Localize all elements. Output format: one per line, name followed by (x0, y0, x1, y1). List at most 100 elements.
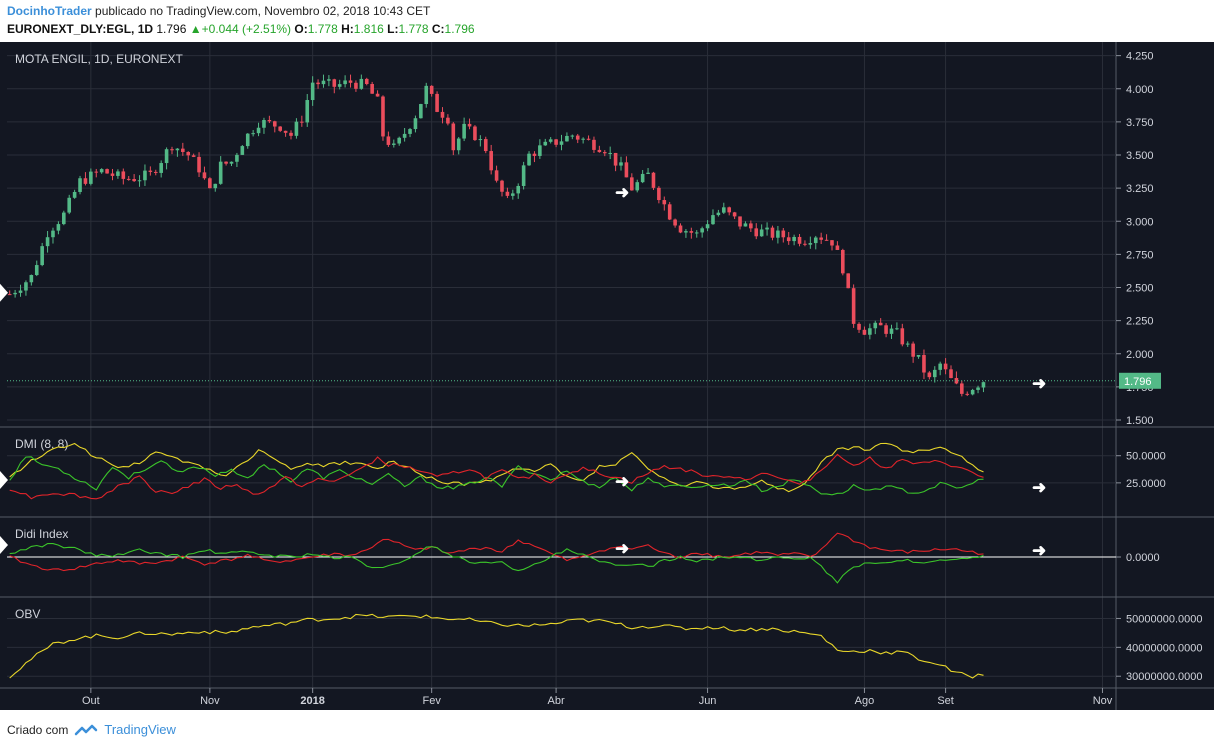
indicator-axis-label: 30000000.0000 (1126, 671, 1202, 683)
candle (927, 372, 932, 378)
candle (754, 228, 759, 237)
candle (884, 325, 888, 334)
candle (137, 180, 142, 182)
price-axis-label: 2.750 (1126, 249, 1154, 261)
candle (116, 171, 120, 176)
author-link[interactable]: DocinhoTrader (7, 4, 92, 18)
last-price-tag (1119, 372, 1161, 389)
candle (765, 227, 769, 230)
candle (175, 148, 180, 151)
candle (721, 207, 726, 213)
candle (197, 156, 201, 173)
candle (565, 135, 569, 142)
candle (716, 212, 721, 216)
candle (938, 363, 942, 370)
price-axis-label: 2.000 (1126, 349, 1154, 361)
candle (153, 171, 158, 173)
candle (581, 138, 585, 140)
indicator-title-2: Didi Index (15, 527, 68, 541)
series-line-0 (9, 442, 984, 493)
indicator-title-1: DMI (8, 8) (15, 437, 68, 451)
candle (900, 328, 905, 345)
candle (413, 118, 418, 130)
candle (597, 149, 602, 153)
candle (916, 355, 921, 357)
candle (34, 265, 39, 276)
candle (245, 133, 250, 147)
candle (348, 80, 353, 83)
created-with-text: Criado com (7, 722, 69, 737)
candle (94, 171, 99, 173)
candle (62, 212, 66, 225)
candle (516, 185, 521, 194)
candle (224, 161, 228, 164)
up-triangle-icon: ▲ (189, 22, 202, 36)
candle (78, 178, 82, 192)
candle (327, 79, 331, 81)
candle (949, 369, 953, 379)
candle (667, 204, 672, 220)
candle (911, 343, 915, 357)
candle (662, 200, 667, 205)
candle (272, 121, 277, 127)
candle (283, 130, 288, 133)
candle (164, 149, 169, 164)
chart-canvas[interactable]: 4.250 4.000 3.750 3.500 3.250 3.000 2.750 2.500… (0, 42, 1214, 714)
candle (364, 78, 369, 84)
price-axis-label: 3.750 (1126, 117, 1154, 129)
candle (965, 393, 970, 395)
arrow-marker-icon: ➜ (615, 472, 629, 491)
candle (83, 178, 88, 184)
candle (895, 328, 899, 330)
series-line-1 (9, 456, 984, 496)
candle (521, 165, 526, 186)
candle (635, 182, 640, 191)
candle (873, 322, 878, 329)
open-label: O: (294, 22, 308, 36)
candle (159, 163, 163, 173)
candle (256, 127, 261, 134)
candle (630, 177, 634, 191)
candle (7, 294, 12, 296)
candle (310, 82, 315, 101)
candle (608, 152, 612, 154)
candle (429, 85, 434, 94)
candle (505, 191, 510, 196)
candle (711, 215, 715, 225)
close-label: C: (431, 22, 445, 36)
candle (99, 169, 104, 173)
candle (446, 117, 450, 124)
candle (208, 178, 212, 189)
price-axis-label: 4.250 (1126, 51, 1154, 63)
chart-background (0, 42, 1214, 710)
high-label: H: (341, 22, 354, 36)
candle (792, 236, 796, 242)
candle (478, 139, 483, 141)
candle (467, 123, 472, 127)
candle (705, 224, 710, 229)
candle (981, 382, 986, 388)
candle (148, 170, 153, 172)
symbol-info: EURONEXT_DLY:EGL, 1D 1.796 ▲+0.044 (+2.5… (7, 22, 475, 36)
candle (143, 170, 147, 181)
indicator-axis-label: 50000000.0000 (1126, 613, 1202, 625)
tradingview-brand-link[interactable]: TradingView (104, 722, 176, 737)
candle (538, 145, 542, 156)
candle (689, 231, 694, 233)
footer: Criado com TradingView (7, 722, 176, 737)
candle (483, 139, 488, 152)
candle (678, 225, 683, 233)
series-line-2 (9, 453, 984, 500)
candle (651, 172, 656, 188)
candle (305, 100, 310, 123)
candle (602, 152, 607, 154)
x-axis-label: Nov (200, 695, 220, 707)
candle (819, 237, 823, 240)
price-axis-label: 2.250 (1126, 316, 1154, 328)
candle (337, 84, 342, 87)
publish-info: DocinhoTrader publicado no TradingView.c… (7, 4, 430, 18)
candle (548, 139, 553, 142)
arrow-marker-icon: ➜ (1032, 478, 1046, 497)
candle (878, 322, 883, 326)
indicator-axis-label: 40000000.0000 (1126, 642, 1202, 654)
